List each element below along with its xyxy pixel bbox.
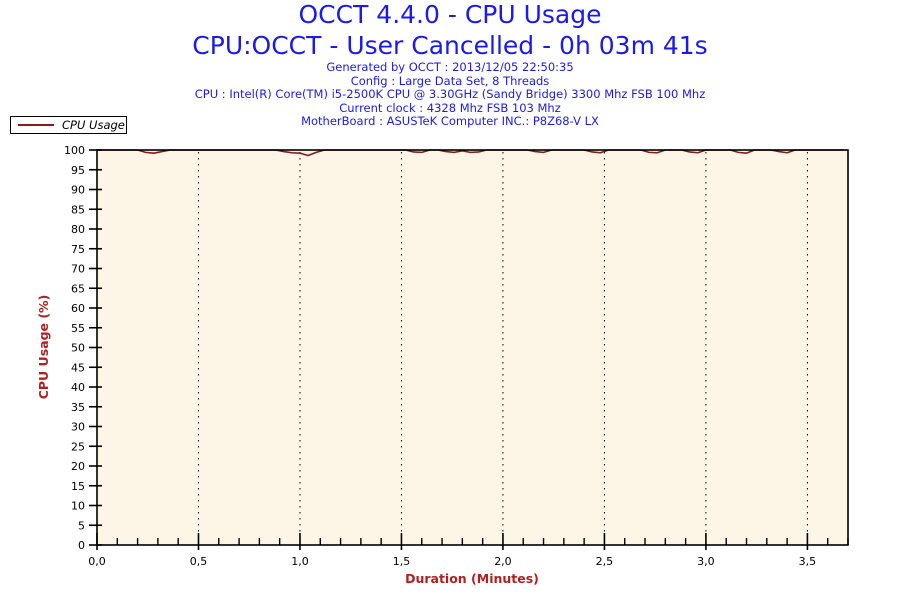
y-tick-label: 70 [71, 263, 85, 276]
x-axis-title: Duration (Minutes) [405, 571, 539, 586]
info-line-clock: Current clock : 4328 Mhz FSB 103 Mhz [339, 100, 561, 115]
y-tick-label: 55 [71, 322, 85, 335]
info-line-cpu: CPU : Intel(R) Core(TM) i5-2500K CPU @ 3… [194, 87, 706, 101]
x-tick-label: 3,0 [697, 555, 715, 568]
y-tick-label: 90 [71, 184, 85, 197]
page-subtitle: CPU:OCCT - User Cancelled - 0h 03m 41s [192, 31, 708, 60]
y-tick-label: 5 [78, 519, 85, 532]
y-tick-label: 25 [71, 440, 85, 453]
x-tick-label: 1,0 [291, 555, 309, 568]
y-axis-title: CPU Usage (%) [36, 295, 51, 400]
info-line-generated: Generated by OCCT : 2013/12/05 22:50:35 [326, 60, 574, 74]
y-tick-label: 15 [71, 480, 85, 493]
x-tick-label: 0,5 [190, 555, 208, 568]
x-tick-label: 1,5 [393, 555, 411, 568]
y-tick-label: 35 [71, 401, 85, 414]
y-tick-label: 75 [71, 243, 85, 256]
y-tick-label: 60 [71, 302, 85, 315]
y-tick-label: 0 [78, 539, 85, 552]
y-tick-label: 45 [71, 361, 85, 374]
page-title: OCCT 4.4.0 - CPU Usage [298, 0, 602, 29]
info-line-config: Config : Large Data Set, 8 Threads [350, 73, 550, 88]
plot-background [97, 150, 848, 545]
y-tick-label: 85 [71, 203, 85, 216]
chart-legend[interactable]: CPU Usage [10, 116, 127, 134]
x-tick-label: 2,0 [494, 555, 512, 568]
y-tick-label: 20 [71, 460, 85, 473]
legend-line-swatch-cpu-usage [18, 124, 54, 126]
y-tick-label: 10 [71, 500, 85, 513]
chart-header: OCCT 4.4.0 - CPU Usage CPU:OCCT - User C… [0, 0, 900, 129]
x-axis: 0,0 0,5 1,0 1,5 2,0 2,5 3,0 3,5 [88, 533, 849, 568]
legend-label-cpu-usage: CPU Usage [62, 118, 125, 132]
y-tick-label: 95 [71, 164, 85, 177]
y-tick-label: 40 [71, 381, 85, 394]
x-tick-label: 2,5 [596, 555, 614, 568]
y-tick-label: 65 [71, 282, 85, 295]
y-tick-label: 100 [64, 144, 85, 157]
info-line-motherboard: MotherBoard : ASUSTeK Computer INC.: P8Z… [301, 114, 599, 128]
y-axis: 0 5 10 15 20 25 30 35 40 45 50 55 60 65 70 75 80 85 90 95 10… [64, 144, 102, 552]
x-tick-label: 0,0 [88, 555, 106, 568]
y-tick-label: 50 [71, 342, 85, 355]
y-tick-label: 80 [71, 223, 85, 236]
y-tick-label: 30 [71, 421, 85, 434]
x-tick-label: 3,5 [799, 555, 817, 568]
